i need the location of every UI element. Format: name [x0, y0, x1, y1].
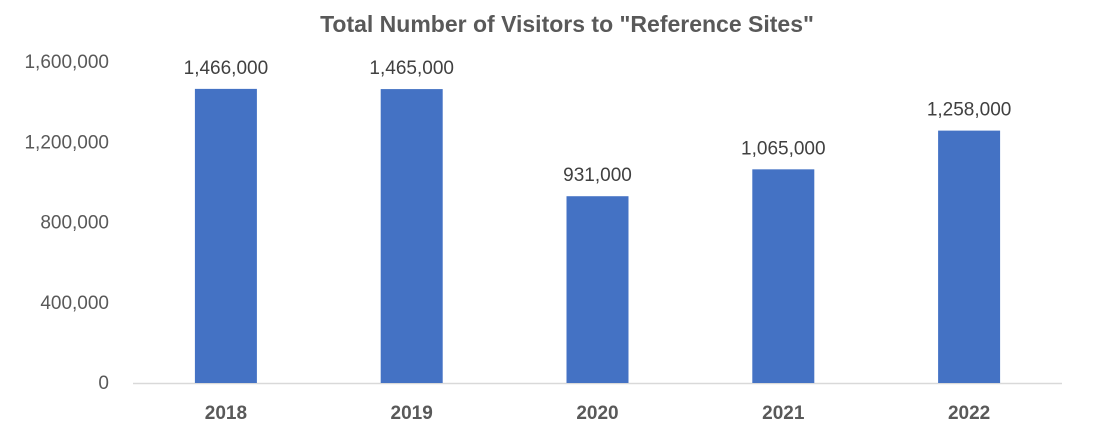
y-axis-tick-labels: 0 400,000 800,000 1,200,000 1,600,000 [24, 52, 109, 394]
data-label-2019: 1,465,000 [369, 58, 454, 79]
x-tick-label-2020: 2020 [576, 403, 618, 423]
chart-title: Total Number of Visitors to "Reference S… [320, 11, 814, 37]
y-tick-label: 1,600,000 [24, 52, 109, 73]
x-axis-tick-labels: 2018 2019 2020 2021 2022 [205, 403, 990, 423]
bar-2021 [752, 169, 815, 383]
data-label-2021: 1,065,000 [741, 138, 826, 159]
data-label-2020: 931,000 [563, 165, 632, 186]
y-tick-label: 800,000 [40, 213, 109, 234]
y-tick-label: 0 [98, 373, 109, 394]
x-tick-label-2019: 2019 [391, 403, 433, 423]
bar-2020 [566, 196, 629, 383]
bar-2019 [380, 89, 443, 383]
data-label-2022: 1,258,000 [927, 100, 1012, 121]
bars-group [194, 88, 1001, 383]
x-tick-label-2022: 2022 [948, 403, 990, 423]
bar-2018 [194, 88, 257, 383]
bar-2022 [938, 130, 1001, 383]
y-tick-label: 1,200,000 [24, 132, 109, 153]
x-tick-label-2018: 2018 [205, 403, 247, 423]
data-label-2018: 1,466,000 [184, 58, 269, 79]
y-tick-label: 400,000 [40, 293, 109, 314]
data-labels-group: 1,466,000 1,465,000 931,000 1,065,000 1,258,… [184, 58, 1012, 186]
x-tick-label-2021: 2021 [762, 403, 805, 423]
